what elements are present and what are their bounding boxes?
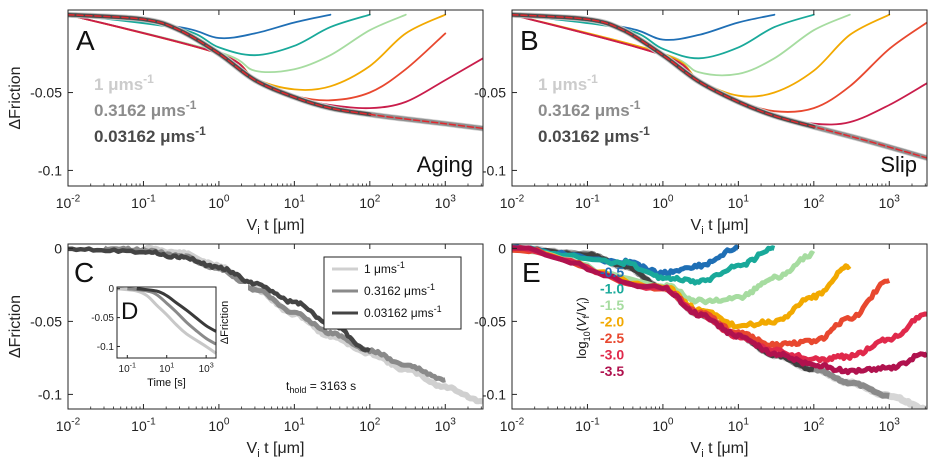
x-tick-label: 100 xyxy=(652,194,674,211)
x-tick-label: 101 xyxy=(728,194,750,211)
panel-E: 10-2 10-1 100 101 102 103 0 -0.05 -0.1 Vi t [μm] E… xyxy=(474,240,928,459)
x-tick-label: 101 xyxy=(284,194,306,211)
inset-y-label: ΔFriction xyxy=(219,301,231,344)
panel-annotation: thold = 3163 s xyxy=(286,379,356,395)
speed-label: 0.3162 μms-1 xyxy=(538,98,641,120)
x-axis-label: Vi t [μm] xyxy=(691,217,749,237)
x-tick-label: 102 xyxy=(803,417,825,434)
plot-area xyxy=(68,11,483,132)
x-tick-label: 100 xyxy=(652,417,674,434)
panel-annotation: Aging xyxy=(417,152,473,177)
plot-area xyxy=(512,244,927,409)
speed-label: 1 μms-1 xyxy=(538,72,598,94)
legend-entry: -1.0 xyxy=(600,281,624,297)
inset-series-line xyxy=(116,287,217,355)
x-tick-label: 103 xyxy=(435,194,457,211)
inset-x-tick-label: 101 xyxy=(159,361,174,376)
legend-title: log10(Vf/Vi) xyxy=(574,297,592,359)
inset-y-tick-label: 0 xyxy=(108,284,114,295)
series-line xyxy=(68,13,371,57)
inset-D: 10-1 101 103 0 -0.05 -0.1 Time [s] ΔFriction D xyxy=(91,284,248,391)
panel-B: 10-2 10-1 100 101 102 103 -0.05 -0.1 Vi t [μm] B 1… xyxy=(474,9,928,237)
y-axis-label: ΔFriction xyxy=(7,66,24,129)
y-tick-label: -0.1 xyxy=(482,162,506,178)
y-tick-label: -0.05 xyxy=(474,85,506,101)
legend-entry: -2.5 xyxy=(600,330,624,346)
panel-label: A xyxy=(76,25,95,56)
inset-y-tick-label: -0.05 xyxy=(91,313,114,324)
series-line xyxy=(512,245,776,286)
x-tick-label: 102 xyxy=(359,417,381,434)
speed-label: 1 μms-1 xyxy=(94,72,154,94)
x-tick-label: 10-1 xyxy=(575,194,600,211)
panel-label: E xyxy=(522,257,541,288)
x-tick-label: 100 xyxy=(208,417,230,434)
x-axis-label: Vi t [μm] xyxy=(691,440,749,459)
y-tick-label: -0.05 xyxy=(474,313,506,329)
inset-y-tick-label: -0.1 xyxy=(97,342,115,353)
x-tick-label: 10-1 xyxy=(575,417,600,434)
legend-box xyxy=(323,256,462,330)
x-tick-label: 103 xyxy=(879,417,901,434)
y-tick-label: -0.05 xyxy=(30,313,62,329)
axes-frame xyxy=(67,243,484,410)
legend-entry: -0.5 xyxy=(600,264,624,280)
y-tick-label: 0 xyxy=(54,240,62,256)
inset-background xyxy=(113,284,248,391)
legend-entry: -3.5 xyxy=(600,363,624,379)
inset-x-tick-label: 103 xyxy=(199,361,214,376)
y-tick-label: -0.1 xyxy=(482,386,506,402)
y-axis-label: ΔFriction xyxy=(7,295,24,358)
x-tick-label: 103 xyxy=(435,417,457,434)
legend-entry: 0.03162 μms-1 xyxy=(364,304,442,320)
axes-frame xyxy=(67,9,484,187)
panel-C: 10-2 10-1 100 101 102 103 0 -0.05 -0.1 Vi t [μm] Δ… xyxy=(7,240,484,459)
x-tick-label: 10-2 xyxy=(56,417,81,434)
legend-entry: 0.3162 μms-1 xyxy=(364,282,435,298)
series-line xyxy=(102,245,446,383)
x-tick-label: 10-1 xyxy=(131,194,156,211)
inset-x-tick-label: 10-1 xyxy=(119,361,137,376)
x-tick-label: 103 xyxy=(879,194,901,211)
x-axis-label: Vi t [μm] xyxy=(247,217,305,237)
y-tick-label: -0.1 xyxy=(38,162,62,178)
axes-frame xyxy=(511,9,928,187)
x-tick-label: 10-2 xyxy=(500,194,525,211)
axes-frame xyxy=(511,243,928,410)
fit-line xyxy=(512,13,927,159)
legend: 1 μms-1 0.3162 μms-1 0.03162 μms-1 xyxy=(323,256,462,330)
y-tick-label: 0 xyxy=(498,240,506,256)
inset-x-label: Time [s] xyxy=(147,377,186,389)
panel-label: C xyxy=(74,257,94,288)
inset-series-line xyxy=(136,287,217,333)
x-tick-label: 101 xyxy=(728,417,750,434)
x-tick-label: 102 xyxy=(803,194,825,211)
y-tick-label: -0.05 xyxy=(30,85,62,101)
panel-annotation: Slip xyxy=(880,152,917,177)
x-axis-label: Vi t [μm] xyxy=(247,440,305,459)
legend-entry: -1.5 xyxy=(600,297,624,313)
series-line xyxy=(512,245,927,376)
fit-line xyxy=(68,13,483,130)
x-tick-label: 10-2 xyxy=(56,194,81,211)
x-tick-label: 102 xyxy=(359,194,381,211)
x-tick-label: 100 xyxy=(208,194,230,211)
speed-label: 0.03162 μms-1 xyxy=(94,124,206,146)
x-tick-label: 101 xyxy=(284,417,306,434)
base-curve-mid xyxy=(512,244,891,399)
panel-A: 10-2 10-1 100 101 102 103 -0.05 -0.1 Vi t [μm] ΔF… xyxy=(7,9,484,237)
legend-entry: 1 μms-1 xyxy=(364,260,405,276)
x-tick-label: 10-2 xyxy=(500,417,525,434)
inset-series-line xyxy=(127,287,217,346)
y-tick-label: -0.1 xyxy=(38,386,62,402)
speed-label: 0.3162 μms-1 xyxy=(94,98,197,120)
plot-area xyxy=(512,11,927,161)
inset-panel-label: D xyxy=(121,298,138,325)
x-tick-label: 10-1 xyxy=(131,417,156,434)
legend-entry: -3.0 xyxy=(600,347,624,363)
speed-label: 0.03162 μms-1 xyxy=(538,124,650,146)
panel-label: B xyxy=(520,25,539,56)
legend-entry: -2.0 xyxy=(600,314,624,330)
